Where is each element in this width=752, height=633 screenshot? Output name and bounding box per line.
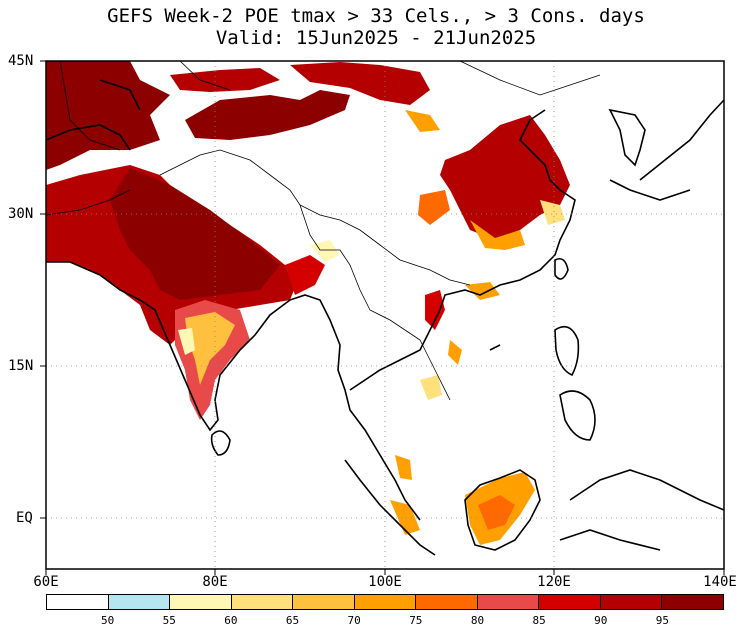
- colorbar-label: 90: [594, 614, 608, 627]
- colorbar-segment: [47, 595, 109, 609]
- colorbar-label: 70: [347, 614, 361, 627]
- colorbar-label: 65: [285, 614, 300, 627]
- colorbar-segment: [539, 595, 601, 609]
- axis-ticks: [40, 60, 725, 575]
- colorbar-label: 75: [409, 614, 423, 627]
- colorbar-label: 80: [470, 614, 485, 627]
- lon-label-80e: 80E: [202, 574, 228, 590]
- colorbar-label: 50: [101, 614, 115, 627]
- grid-lines: [46, 61, 724, 569]
- probability-shading: [46, 61, 570, 545]
- colorbar-segment: [170, 595, 232, 609]
- colorbar-segment: [477, 595, 540, 609]
- lat-label-30n: 30N: [8, 206, 34, 222]
- lat-label-45n: 45N: [8, 53, 34, 69]
- lat-label-eq: EQ: [16, 510, 33, 526]
- lon-label-60e: 60E: [33, 574, 59, 590]
- colorbar-label: 55: [162, 614, 176, 627]
- colorbar: [46, 594, 724, 610]
- colorbar-segment: [416, 595, 478, 609]
- lat-label-15n: 15N: [8, 358, 34, 374]
- lon-label-140e: 140E: [703, 574, 737, 590]
- colorbar-segment: [293, 595, 355, 609]
- colorbar-segment: [231, 595, 294, 609]
- colorbar-label: 95: [655, 614, 669, 627]
- colorbar-segment: [662, 595, 724, 609]
- chart-subtitle: Valid: 15Jun2025 - 21Jun2025: [215, 27, 537, 49]
- colorbar-segment: [108, 595, 171, 609]
- colorbar-label: 85: [532, 614, 546, 627]
- colorbar-segment: [354, 595, 417, 609]
- lon-label-120e: 120E: [537, 574, 571, 590]
- colorbar-label: 60: [224, 614, 238, 627]
- country-borders: [46, 61, 601, 401]
- colorbar-segment: [600, 595, 663, 609]
- chart-title: GEFS Week-2 POE tmax > 33 Cels., > 3 Con…: [107, 5, 645, 27]
- coastlines: [46, 79, 724, 556]
- lon-label-100e: 100E: [368, 574, 402, 590]
